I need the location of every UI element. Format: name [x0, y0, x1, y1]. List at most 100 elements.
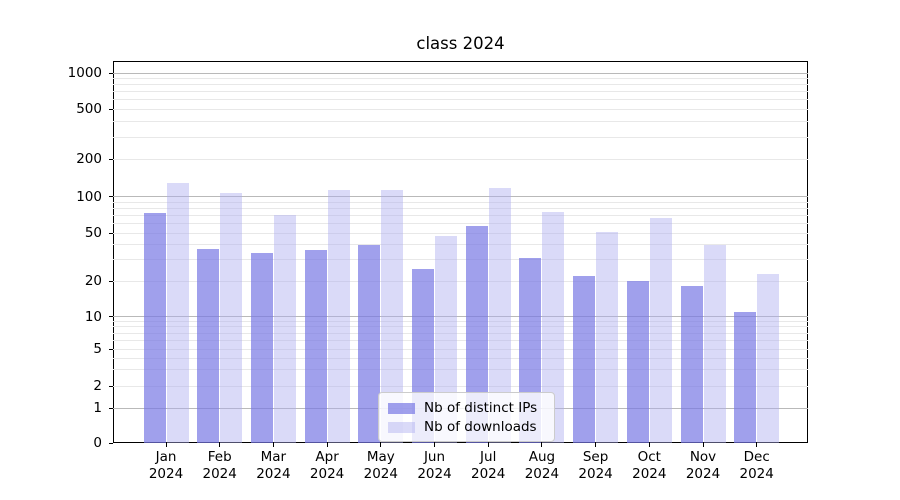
minor-gridline [113, 214, 808, 216]
legend: Nb of distinct IPs Nb of downloads [378, 392, 555, 442]
minor-gridline [113, 357, 808, 359]
bar-distinct-ips-nov-2024 [680, 286, 703, 443]
x-tick-label: Dec 2024 [739, 449, 774, 482]
minor-gridline [113, 339, 808, 341]
minor-gridline [113, 320, 808, 322]
bar-downloads-jun-2024 [435, 236, 457, 443]
y-tick-label: 20 [84, 273, 102, 289]
bar-distinct-ips-feb-2024 [197, 248, 220, 443]
y-tick-label: 500 [76, 101, 102, 118]
bar-distinct-ips-may-2024 [358, 244, 381, 443]
x-tick-mark [595, 443, 597, 447]
bar-distinct-ips-sep-2024 [573, 276, 596, 443]
x-tick-mark [648, 443, 650, 447]
bar-downloads-sep-2024 [596, 231, 619, 443]
bar-downloads-may-2024 [381, 190, 404, 443]
x-tick-label: Oct 2024 [632, 449, 667, 482]
minor-gridline [113, 84, 808, 86]
x-tick-label: Feb 2024 [202, 449, 237, 482]
minor-gridline [113, 385, 808, 387]
y-tick-mark [109, 442, 113, 444]
y-tick-label: 1 [93, 400, 102, 416]
minor-gridline [113, 369, 808, 371]
bar-distinct-ips-apr-2024 [304, 250, 327, 443]
y-tick-label: 5 [93, 341, 102, 357]
x-tick-label: Jun 2024 [417, 449, 452, 482]
x-tick-label: Jan 2024 [148, 449, 184, 482]
y-tick-mark [109, 407, 113, 409]
minor-gridline [113, 332, 808, 334]
y-tick-mark [109, 72, 113, 74]
x-tick-mark [272, 443, 274, 447]
x-tick-mark [165, 443, 167, 447]
legend-swatch-distinct-ips [388, 402, 415, 414]
x-tick-mark [380, 443, 382, 447]
minor-gridline [113, 201, 808, 203]
y-tick-mark [109, 348, 113, 350]
bar-downloads-jul-2024 [488, 188, 511, 443]
x-tick-label: Mar 2024 [256, 449, 291, 482]
bar-distinct-ips-mar-2024 [250, 253, 273, 443]
x-tick-label: Sep 2024 [578, 449, 613, 482]
legend-item-downloads: Nb of downloads [388, 418, 546, 436]
bar-distinct-ips-oct-2024 [626, 281, 649, 443]
minor-gridline [113, 78, 808, 80]
minor-gridline [113, 326, 808, 328]
minor-gridline [113, 222, 808, 224]
y-tick-label: 2 [93, 378, 102, 394]
major-gridline [113, 316, 808, 317]
chart-title: class 2024 [416, 34, 505, 53]
x-tick-label: May 2024 [363, 449, 398, 482]
minor-gridline [113, 108, 808, 110]
y-tick-label: 200 [76, 151, 102, 168]
y-tick-label: 0 [93, 435, 102, 451]
minor-gridline [113, 99, 808, 101]
bar-distinct-ips-jan-2024 [143, 213, 166, 443]
bar-downloads-dec-2024 [757, 273, 780, 443]
y-tick-mark [109, 196, 113, 198]
bar-downloads-jan-2024 [166, 183, 189, 443]
bar-distinct-ips-jul-2024 [465, 226, 488, 443]
major-gridline [113, 72, 808, 74]
x-tick-mark [326, 443, 328, 447]
major-gridline [113, 196, 808, 198]
x-tick-mark [756, 443, 758, 447]
legend-swatch-downloads [388, 421, 415, 433]
bar-downloads-oct-2024 [649, 218, 672, 443]
x-tick-label: Jul 2024 [471, 449, 506, 482]
y-tick-mark [109, 108, 113, 110]
x-tick-label: Apr 2024 [309, 449, 345, 482]
x-tick-label: Nov 2024 [685, 449, 721, 482]
bar-downloads-nov-2024 [703, 244, 726, 443]
x-tick-mark [434, 443, 435, 447]
minor-gridline [113, 91, 808, 93]
y-tick-label: 100 [76, 188, 102, 205]
legend-label-downloads: Nb of downloads [424, 419, 537, 435]
x-tick-mark [487, 443, 489, 447]
plot-area [113, 61, 808, 443]
x-tick-mark [702, 443, 704, 447]
minor-gridline [113, 232, 808, 234]
y-tick-label: 10 [84, 308, 102, 325]
y-tick-label: 1000 [67, 65, 102, 82]
bar-downloads-feb-2024 [220, 192, 243, 443]
bar-downloads-mar-2024 [273, 214, 296, 443]
y-tick-mark [109, 232, 113, 234]
minor-gridline [113, 280, 808, 282]
minor-gridline [113, 207, 808, 209]
x-tick-label: Aug 2024 [524, 449, 560, 482]
bar-distinct-ips-dec-2024 [734, 311, 757, 443]
minor-gridline [113, 158, 808, 160]
x-tick-mark [219, 443, 221, 447]
minor-gridline [113, 136, 808, 138]
minor-gridline [113, 259, 808, 261]
bar-downloads-aug-2024 [542, 212, 565, 443]
y-tick-mark [109, 280, 113, 282]
minor-gridline [113, 120, 808, 122]
y-tick-mark [109, 385, 113, 387]
y-tick-mark [109, 158, 113, 160]
y-tick-label: 50 [84, 225, 102, 241]
minor-gridline [113, 348, 808, 350]
minor-gridline [113, 244, 808, 246]
